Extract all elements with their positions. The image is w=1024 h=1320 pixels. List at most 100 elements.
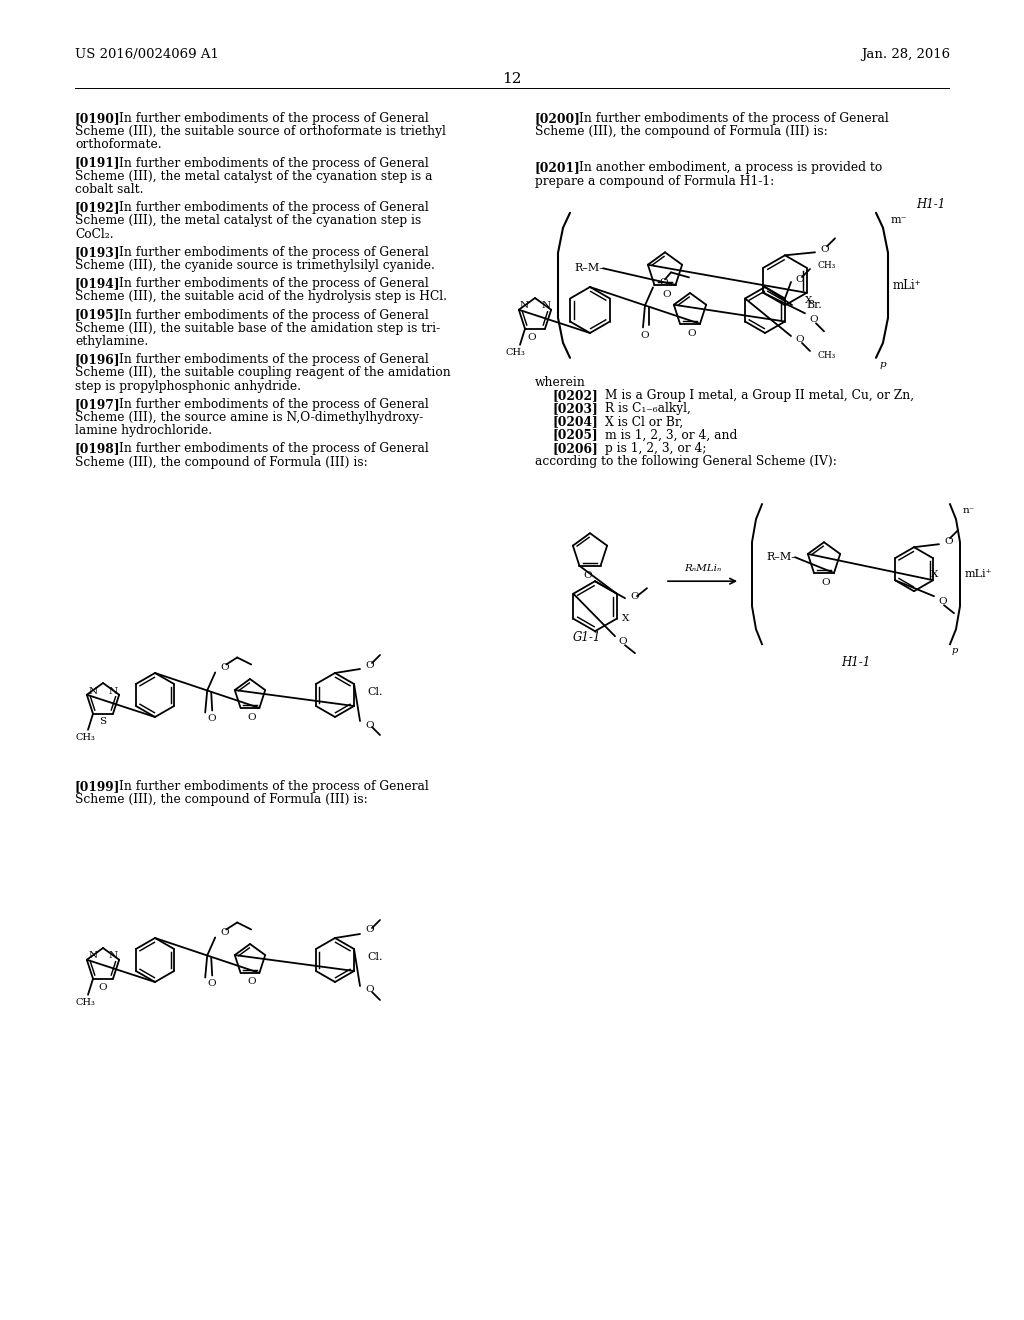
Text: O: O <box>795 275 804 284</box>
Text: [0202]: [0202] <box>553 389 599 403</box>
Text: lamine hydrochloride.: lamine hydrochloride. <box>75 424 212 437</box>
Text: H1-1: H1-1 <box>842 656 870 669</box>
Text: CH₃: CH₃ <box>75 998 95 1007</box>
Text: Scheme (III), the source amine is N,O-dimethylhydroxy-: Scheme (III), the source amine is N,O-di… <box>75 411 423 424</box>
Text: O: O <box>527 333 537 342</box>
Text: In further embodiments of the process of General: In further embodiments of the process of… <box>119 309 429 322</box>
Text: O: O <box>98 982 108 991</box>
Text: In further embodiments of the process of General: In further embodiments of the process of… <box>119 442 429 455</box>
Text: O: O <box>207 979 215 987</box>
Text: Scheme (III), the suitable coupling reagent of the amidation: Scheme (III), the suitable coupling reag… <box>75 367 451 379</box>
Text: N: N <box>542 301 551 310</box>
Text: Scheme (III), the metal catalyst of the cyanation step is a: Scheme (III), the metal catalyst of the … <box>75 170 432 182</box>
Text: O: O <box>944 537 952 545</box>
Text: S: S <box>99 718 106 726</box>
Text: In another embodiment, a process is provided to: In another embodiment, a process is prov… <box>579 161 883 174</box>
Text: [0201]: [0201] <box>535 161 581 174</box>
Text: Scheme (III), the cyanide source is trimethylsilyl cyanide.: Scheme (III), the cyanide source is trim… <box>75 259 435 272</box>
Text: X: X <box>622 614 630 623</box>
Text: [0192]: [0192] <box>75 201 121 214</box>
Text: step is propylphosphonic anhydride.: step is propylphosphonic anhydride. <box>75 380 301 392</box>
Text: O: O <box>821 578 830 586</box>
Text: p: p <box>880 360 887 368</box>
Text: [0198]: [0198] <box>75 442 121 455</box>
Text: In further embodiments of the process of General: In further embodiments of the process of… <box>119 157 429 169</box>
Text: O: O <box>688 329 696 338</box>
Text: O: O <box>365 925 374 935</box>
Text: RₙMLiₙ: RₙMLiₙ <box>684 564 721 573</box>
Text: [0203]: [0203] <box>553 403 599 416</box>
Text: O: O <box>809 314 817 323</box>
Text: X: X <box>805 296 812 305</box>
Text: X is Cl or Br,: X is Cl or Br, <box>605 416 683 429</box>
Text: m is 1, 2, 3, or 4, and: m is 1, 2, 3, or 4, and <box>605 429 737 442</box>
Text: O: O <box>220 663 228 672</box>
Text: [0197]: [0197] <box>75 397 121 411</box>
Text: [0200]: [0200] <box>535 112 581 125</box>
Text: orthoformate.: orthoformate. <box>75 139 162 152</box>
Text: Jan. 28, 2016: Jan. 28, 2016 <box>861 48 950 61</box>
Text: p: p <box>952 647 958 655</box>
Text: O: O <box>659 279 668 286</box>
Text: N: N <box>88 686 97 696</box>
Text: G1-1: G1-1 <box>572 631 601 644</box>
Text: In further embodiments of the process of General: In further embodiments of the process of… <box>119 112 429 125</box>
Text: wherein: wherein <box>535 376 586 389</box>
Text: n⁻: n⁻ <box>963 506 975 515</box>
Text: O: O <box>365 660 374 669</box>
Text: Cl.: Cl. <box>367 952 383 962</box>
Text: O: O <box>248 713 256 722</box>
Text: Scheme (III), the compound of Formula (III) is:: Scheme (III), the compound of Formula (I… <box>535 125 827 139</box>
Text: ethylamine.: ethylamine. <box>75 335 148 348</box>
Text: Scheme (III), the suitable base of the amidation step is tri-: Scheme (III), the suitable base of the a… <box>75 322 440 335</box>
Text: US 2016/0024069 A1: US 2016/0024069 A1 <box>75 48 219 61</box>
Text: CH₃: CH₃ <box>818 260 837 269</box>
Text: O: O <box>641 331 649 339</box>
Text: Scheme (III), the compound of Formula (III) is:: Scheme (III), the compound of Formula (I… <box>75 455 368 469</box>
Text: [0205]: [0205] <box>553 429 599 442</box>
Text: O: O <box>220 928 228 937</box>
Text: O: O <box>248 978 256 986</box>
Text: H1-1: H1-1 <box>915 198 945 211</box>
Text: In further embodiments of the process of General: In further embodiments of the process of… <box>119 201 429 214</box>
Text: 12: 12 <box>502 73 522 86</box>
Text: N: N <box>88 952 97 961</box>
Text: O: O <box>938 597 946 606</box>
Text: In further embodiments of the process of General: In further embodiments of the process of… <box>119 277 429 290</box>
Text: O: O <box>795 335 804 345</box>
Text: In further embodiments of the process of General: In further embodiments of the process of… <box>119 397 429 411</box>
Text: p is 1, 2, 3, or 4;: p is 1, 2, 3, or 4; <box>605 442 707 455</box>
Text: [0194]: [0194] <box>75 277 121 290</box>
Text: mLi⁺: mLi⁺ <box>893 279 922 292</box>
Text: O: O <box>663 290 672 298</box>
Text: Scheme (III), the metal catalyst of the cyanation step is: Scheme (III), the metal catalyst of the … <box>75 214 421 227</box>
Text: In further embodiments of the process of General: In further embodiments of the process of… <box>119 780 429 793</box>
Text: N: N <box>519 301 528 310</box>
Text: m⁻: m⁻ <box>891 215 907 224</box>
Text: [0196]: [0196] <box>75 354 121 366</box>
Text: O: O <box>365 721 374 730</box>
Text: [0199]: [0199] <box>75 780 121 793</box>
Text: M is a Group I metal, a Group II metal, Cu, or Zn,: M is a Group I metal, a Group II metal, … <box>605 389 914 403</box>
Text: R is C₁₋₆alkyl,: R is C₁₋₆alkyl, <box>605 403 691 416</box>
Text: Scheme (III), the suitable source of orthoformate is triethyl: Scheme (III), the suitable source of ort… <box>75 125 445 139</box>
Text: mLi⁺: mLi⁺ <box>965 569 992 579</box>
Text: CH₃: CH₃ <box>75 733 95 742</box>
Text: [0190]: [0190] <box>75 112 121 125</box>
Text: [0195]: [0195] <box>75 309 121 322</box>
Text: In further embodiments of the process of General: In further embodiments of the process of… <box>579 112 889 125</box>
Text: Scheme (III), the compound of Formula (III) is:: Scheme (III), the compound of Formula (I… <box>75 793 368 807</box>
Text: O: O <box>584 570 592 579</box>
Text: X: X <box>931 570 938 578</box>
Text: O: O <box>630 591 639 601</box>
Text: CH₃: CH₃ <box>818 351 837 359</box>
Text: O: O <box>365 986 374 994</box>
Text: CH₃: CH₃ <box>505 348 525 358</box>
Text: N: N <box>109 686 118 696</box>
Text: O: O <box>820 244 828 253</box>
Text: O: O <box>207 714 215 723</box>
Text: R–M–: R–M– <box>766 552 797 562</box>
Text: Scheme (III), the suitable acid of the hydrolysis step is HCl.: Scheme (III), the suitable acid of the h… <box>75 290 447 304</box>
Text: Cl.: Cl. <box>367 686 383 697</box>
Text: [0193]: [0193] <box>75 246 121 259</box>
